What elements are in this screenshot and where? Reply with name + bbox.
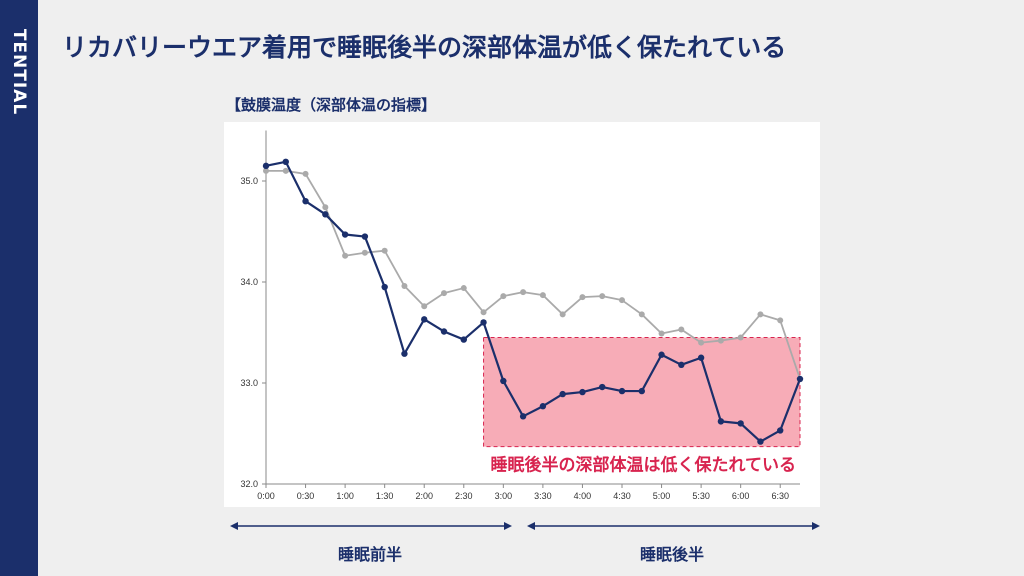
- second-half-arrow: [527, 522, 820, 530]
- data-point-normal-wear: [757, 311, 764, 318]
- x-tick-label: 4:30: [613, 491, 631, 501]
- data-point-recovery-wear: [777, 427, 784, 434]
- first-half-arrow: [230, 522, 512, 530]
- data-point-normal-wear: [737, 334, 744, 341]
- data-point-normal-wear: [539, 292, 546, 299]
- data-point-recovery-wear: [737, 420, 744, 427]
- x-tick-label: 6:00: [732, 491, 750, 501]
- highlight-annotation: 睡眠後半の深部体温は低く保たれている: [491, 455, 797, 476]
- arrow-head-left: [527, 522, 535, 530]
- x-tick-label: 5:30: [692, 491, 710, 501]
- series-line-recovery-wear: [265, 160, 802, 443]
- data-point-recovery-wear: [282, 158, 289, 166]
- data-point-normal-wear: [302, 170, 309, 177]
- data-point-recovery-wear: [322, 211, 329, 218]
- arrow-head-right: [812, 522, 820, 530]
- y-tick-label: 34.0: [240, 277, 258, 287]
- data-point-normal-wear: [361, 249, 368, 256]
- data-point-recovery-wear: [539, 403, 547, 410]
- data-point-normal-wear: [480, 309, 487, 316]
- data-point-normal-wear: [263, 167, 269, 174]
- data-point-recovery-wear: [480, 319, 487, 326]
- x-tick-label: 4:00: [574, 491, 592, 501]
- data-point-normal-wear: [421, 303, 428, 310]
- data-point-normal-wear: [401, 283, 408, 290]
- data-point-recovery-wear: [401, 350, 408, 357]
- chart-title: 【鼓膜温度（深部体温の指標】: [226, 96, 437, 114]
- data-point-normal-wear: [460, 285, 467, 292]
- data-point-normal-wear: [500, 293, 507, 300]
- data-point-recovery-wear: [796, 375, 804, 383]
- x-tick-label: 0:00: [257, 491, 275, 501]
- y-tick-label: 35.0: [240, 176, 258, 186]
- plot-background: [224, 122, 820, 507]
- x-tick-label: 1:00: [336, 491, 354, 501]
- data-point-recovery-wear: [519, 413, 527, 420]
- x-tick-label: 6:30: [771, 491, 789, 501]
- data-point-recovery-wear: [361, 233, 369, 240]
- x-tick-label: 0:30: [297, 491, 315, 501]
- data-point-normal-wear: [717, 337, 724, 344]
- data-point-recovery-wear: [658, 351, 665, 358]
- x-tick-label: 5:00: [653, 491, 671, 501]
- arrow-head-right: [504, 522, 512, 530]
- phase-label-second-half: 睡眠後半: [639, 545, 705, 564]
- data-point-recovery-wear: [599, 383, 606, 391]
- page-title: リカバリーウエア着用で睡眠後半の深部体温が低く保たれている: [62, 33, 787, 62]
- data-point-normal-wear: [658, 330, 665, 337]
- series-line-normal-wear: [266, 169, 801, 380]
- x-tick-label: 1:30: [376, 491, 394, 501]
- data-point-normal-wear: [322, 204, 329, 211]
- data-point-normal-wear: [698, 339, 705, 346]
- data-point-recovery-wear: [757, 438, 764, 445]
- data-point-recovery-wear: [460, 336, 467, 343]
- x-tick-label: 3:30: [534, 491, 552, 501]
- data-point-normal-wear: [599, 293, 606, 300]
- data-point-recovery-wear: [697, 354, 705, 361]
- data-point-normal-wear: [678, 326, 685, 333]
- data-point-normal-wear: [619, 297, 625, 304]
- data-point-normal-wear: [381, 247, 388, 254]
- x-tick-label: 3:00: [495, 491, 513, 501]
- data-point-normal-wear: [441, 290, 447, 297]
- x-tick-label: 2:30: [455, 491, 473, 501]
- data-point-recovery-wear: [302, 198, 309, 205]
- data-point-normal-wear: [282, 167, 289, 174]
- data-point-normal-wear: [559, 311, 566, 318]
- data-point-recovery-wear: [262, 162, 270, 170]
- data-point-normal-wear: [638, 311, 645, 318]
- y-tick-label: 32.0: [240, 479, 258, 489]
- arrow-head-left: [230, 522, 238, 530]
- y-tick-label: 33.0: [240, 378, 258, 388]
- data-point-recovery-wear: [559, 390, 566, 398]
- brand-sidebar: TENTIAL: [0, 0, 38, 576]
- x-tick-label: 2:00: [415, 491, 433, 501]
- data-point-normal-wear: [777, 317, 784, 324]
- data-point-recovery-wear: [579, 388, 586, 396]
- data-point-normal-wear: [579, 294, 586, 301]
- data-point-recovery-wear: [341, 231, 349, 238]
- phase-label-first-half: 睡眠前半: [337, 545, 403, 564]
- data-point-recovery-wear: [381, 283, 388, 291]
- data-point-normal-wear: [342, 252, 349, 259]
- data-point-recovery-wear: [678, 361, 685, 369]
- data-point-recovery-wear: [638, 387, 645, 395]
- data-point-recovery-wear: [717, 418, 725, 425]
- data-point-recovery-wear: [500, 377, 507, 385]
- data-point-recovery-wear: [440, 328, 448, 335]
- data-point-normal-wear: [520, 289, 527, 296]
- data-point-recovery-wear: [421, 316, 428, 323]
- data-point-recovery-wear: [618, 387, 626, 395]
